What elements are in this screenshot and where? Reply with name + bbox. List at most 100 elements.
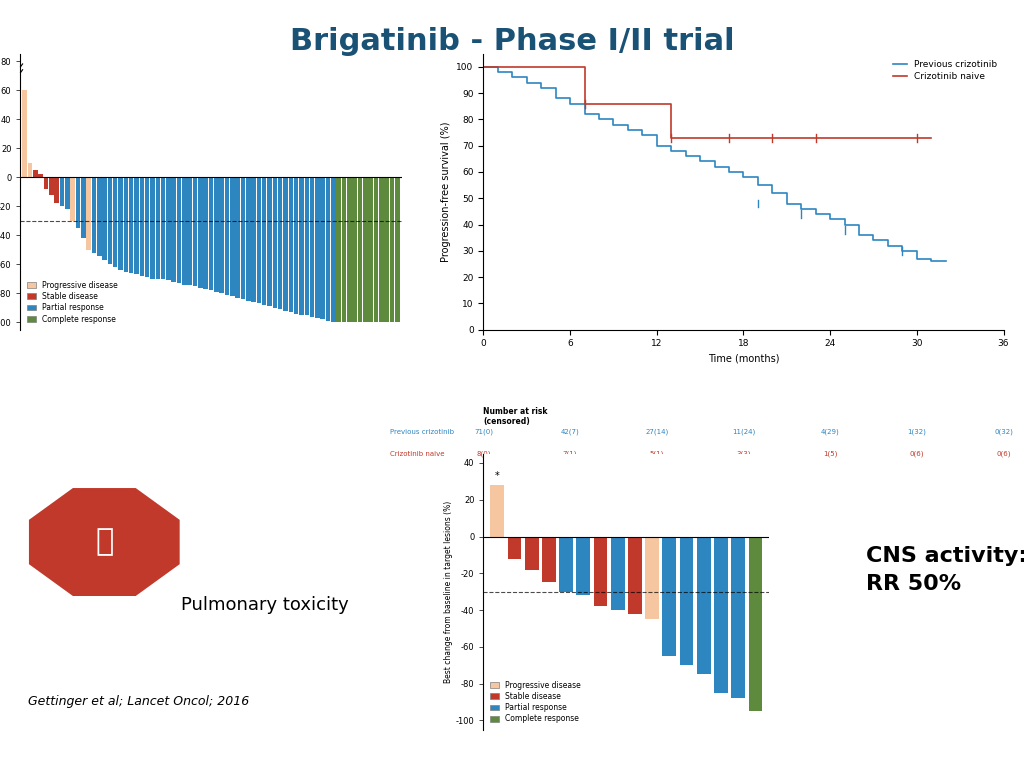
Bar <box>204 177 208 289</box>
Previous crizotinib <box>709 162 721 171</box>
Bar <box>71 177 75 220</box>
Bar <box>102 177 106 260</box>
Previous crizotinib <box>853 230 865 240</box>
Crizotinib naive <box>925 133 937 142</box>
Bar <box>374 177 378 323</box>
Bar <box>177 177 181 283</box>
Bar <box>278 177 283 310</box>
Crizotinib naive <box>853 133 865 142</box>
Bar <box>156 177 160 279</box>
Previous crizotinib <box>766 188 778 197</box>
Crizotinib naive <box>896 133 908 142</box>
Legend: Previous crizotinib, Crizotinib naive: Previous crizotinib, Crizotinib naive <box>892 58 999 83</box>
Bar <box>337 177 341 323</box>
Crizotinib naive <box>839 133 851 142</box>
Bar <box>645 537 659 619</box>
Bar <box>272 177 278 308</box>
Text: 1(32): 1(32) <box>907 429 927 435</box>
Crizotinib naive <box>737 133 750 142</box>
Bar <box>118 177 123 270</box>
Y-axis label: Best change from baseline in target lesions (%): Best change from baseline in target lesi… <box>443 501 453 683</box>
Crizotinib naive <box>650 99 663 108</box>
Previous crizotinib <box>780 199 793 208</box>
Bar <box>182 177 186 285</box>
Bar <box>108 177 113 264</box>
Previous crizotinib <box>795 204 807 214</box>
Previous crizotinib <box>636 131 648 140</box>
Bar <box>219 177 224 293</box>
Bar <box>193 177 198 286</box>
Bar <box>33 170 38 177</box>
Text: 7(1): 7(1) <box>563 451 578 458</box>
Bar <box>384 177 389 323</box>
X-axis label: Time (months): Time (months) <box>708 354 779 364</box>
Previous crizotinib <box>882 241 894 250</box>
Bar <box>236 177 240 298</box>
Bar <box>289 177 293 312</box>
Text: CNS activity:
RR 50%: CNS activity: RR 50% <box>866 545 1024 594</box>
Bar <box>92 177 96 253</box>
Previous crizotinib <box>723 167 735 177</box>
Bar <box>151 177 155 279</box>
Previous crizotinib <box>694 157 707 166</box>
Text: *: * <box>495 472 500 482</box>
Previous crizotinib <box>839 220 851 229</box>
Crizotinib naive <box>795 133 807 142</box>
Bar <box>124 177 128 272</box>
Previous crizotinib <box>477 62 489 71</box>
Crizotinib naive <box>477 62 489 71</box>
Text: 42(7): 42(7) <box>561 429 580 435</box>
Previous crizotinib <box>536 83 548 92</box>
Bar <box>352 177 357 323</box>
Previous crizotinib <box>666 147 678 156</box>
Crizotinib naive <box>766 133 778 142</box>
Bar <box>331 177 336 323</box>
Text: Previous crizotinib: Previous crizotinib <box>390 429 454 435</box>
Text: 27(14): 27(14) <box>645 429 669 435</box>
Bar <box>139 177 144 276</box>
Bar <box>230 177 234 296</box>
Bar <box>559 537 573 591</box>
Previous crizotinib <box>680 151 692 161</box>
Text: ✋: ✋ <box>95 528 114 557</box>
Bar <box>113 177 118 267</box>
Text: 71(0): 71(0) <box>474 429 493 435</box>
Crizotinib naive <box>666 133 678 142</box>
Bar <box>524 537 539 570</box>
Bar <box>284 177 288 311</box>
Bar <box>267 177 271 306</box>
Bar <box>39 174 43 177</box>
Text: 1(5): 1(5) <box>823 451 838 458</box>
Bar <box>749 537 762 711</box>
Bar <box>161 177 165 279</box>
Bar <box>663 537 676 656</box>
Bar <box>214 177 218 292</box>
Text: 3(3): 3(3) <box>736 451 751 458</box>
Polygon shape <box>27 486 181 598</box>
Crizotinib naive <box>694 133 707 142</box>
Bar <box>76 177 80 228</box>
Bar <box>23 90 27 177</box>
Bar <box>134 177 138 274</box>
Bar <box>379 177 384 323</box>
Legend: Progressive disease, Stable disease, Partial response, Complete response: Progressive disease, Stable disease, Par… <box>487 678 583 726</box>
Text: 0(6): 0(6) <box>996 451 1011 458</box>
Previous crizotinib <box>550 94 562 103</box>
Legend: Progressive disease, Stable disease, Partial response, Complete response: Progressive disease, Stable disease, Par… <box>25 278 120 326</box>
Bar <box>44 177 48 189</box>
Text: Brigatinib - Phase I/II trial: Brigatinib - Phase I/II trial <box>290 27 734 56</box>
Bar <box>714 537 728 693</box>
Previous crizotinib <box>810 210 822 219</box>
Text: 5(1): 5(1) <box>649 451 664 458</box>
Bar <box>357 177 362 323</box>
Bar <box>326 177 331 321</box>
Bar <box>304 177 309 315</box>
Crizotinib naive <box>910 133 923 142</box>
Bar <box>171 177 176 282</box>
Crizotinib naive <box>780 133 793 142</box>
Bar <box>299 177 304 315</box>
Bar <box>251 177 256 302</box>
Bar <box>209 177 213 290</box>
Bar <box>97 177 101 256</box>
Previous crizotinib <box>940 257 952 266</box>
